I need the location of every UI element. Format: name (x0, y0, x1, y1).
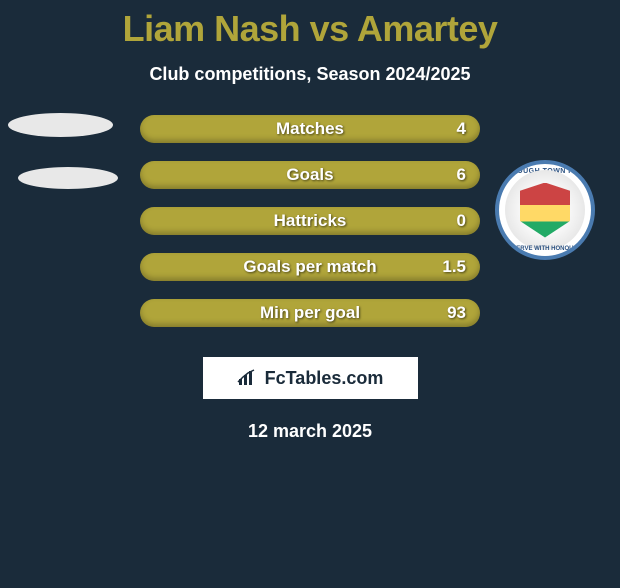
ellipse-shape (18, 167, 118, 189)
club-motto-text: SERVE WITH HONOUR (499, 246, 591, 252)
page-title: Liam Nash vs Amartey (0, 8, 620, 50)
stat-label: Hattricks (274, 211, 347, 231)
stat-bar: Matches 4 (140, 115, 480, 143)
left-player-badge (8, 115, 113, 220)
stat-value: 1.5 (442, 257, 466, 277)
stat-label: Matches (276, 119, 344, 139)
fctables-logo: FcTables.com (203, 357, 418, 399)
stat-bar: Goals per match 1.5 (140, 253, 480, 281)
date-label: 12 march 2025 (0, 421, 620, 442)
stat-label: Min per goal (260, 303, 360, 323)
chart-icon (237, 369, 259, 387)
stat-bar: Min per goal 93 (140, 299, 480, 327)
ellipse-shape (8, 113, 113, 137)
club-crest-shield (520, 183, 570, 238)
stat-bar: Goals 6 (140, 161, 480, 189)
stat-label: Goals (286, 165, 333, 185)
right-club-badge: SLOUGH TOWN F.C. SERVE WITH HONOUR (495, 160, 600, 265)
logo-text: FcTables.com (265, 368, 384, 389)
season-subtitle: Club competitions, Season 2024/2025 (0, 64, 620, 85)
stat-value: 4 (457, 119, 466, 139)
stat-value: 0 (457, 211, 466, 231)
stat-value: 6 (457, 165, 466, 185)
stat-value: 93 (447, 303, 466, 323)
stat-label: Goals per match (243, 257, 376, 277)
club-badge-circle: SLOUGH TOWN F.C. SERVE WITH HONOUR (495, 160, 595, 260)
stat-bar: Hattricks 0 (140, 207, 480, 235)
comparison-content: SLOUGH TOWN F.C. SERVE WITH HONOUR Match… (0, 115, 620, 442)
club-crest-wrap (505, 170, 585, 250)
